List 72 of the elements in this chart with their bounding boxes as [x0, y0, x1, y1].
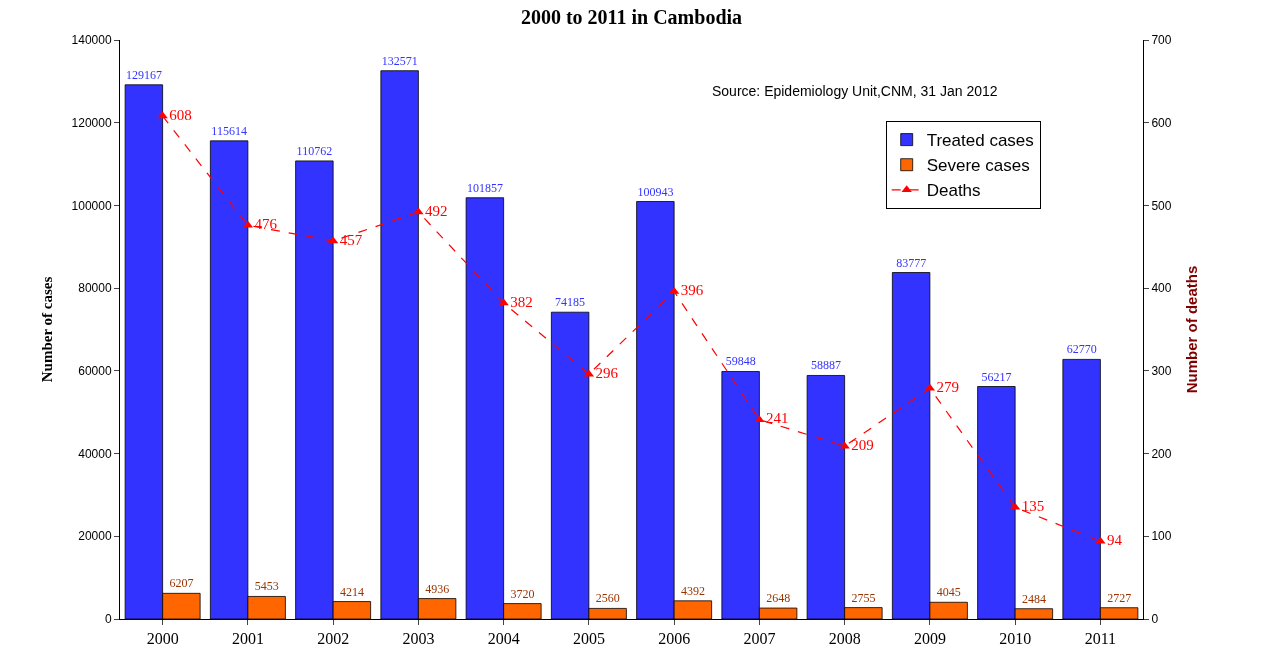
x-tick-label: 2006 — [658, 630, 691, 648]
data-label: 476 — [254, 216, 278, 233]
data-label: 2755 — [851, 590, 876, 605]
x-tick-label: 2002 — [317, 630, 350, 648]
y-tick-label: 20000 — [78, 529, 112, 544]
data-label: 457 — [339, 231, 363, 248]
data-label: 492 — [425, 202, 448, 219]
legend-label: Severe cases — [926, 156, 1030, 176]
y2-tick-label: 0 — [1151, 612, 1159, 627]
y2-tick-label: 100 — [1151, 529, 1172, 544]
data-label: 110762 — [296, 143, 333, 158]
x-tick-label: 2010 — [999, 630, 1032, 648]
y-tick-label: 80000 — [78, 281, 112, 296]
x-tick-label: 2008 — [828, 630, 861, 648]
y2-tick-label: 700 — [1151, 33, 1172, 48]
data-label: 115614 — [211, 123, 247, 138]
data-label: 2648 — [766, 591, 791, 606]
y-tick-label: 60000 — [78, 364, 112, 379]
y2-tick-label: 300 — [1151, 364, 1172, 379]
data-label: 74185 — [555, 295, 586, 310]
point — [1095, 536, 1106, 544]
x-tick-label: 2004 — [487, 630, 520, 648]
annotation: Source: Epidemiology Unit,CNM, 31 Jan 2012 — [712, 83, 998, 99]
data-label: 2560 — [595, 591, 620, 606]
y2-tick-label: 600 — [1151, 115, 1172, 130]
data-label: 209 — [851, 436, 874, 453]
data-label: 4045 — [936, 585, 961, 600]
legend-label: Treated cases — [926, 131, 1034, 151]
data-label: 132571 — [381, 53, 418, 68]
x-tick-label: 2000 — [146, 630, 179, 648]
x-tick-label: 2007 — [743, 630, 776, 648]
data-label: 2727 — [1107, 590, 1132, 605]
x-tick-label: 2009 — [913, 630, 946, 648]
data-label: 59848 — [725, 354, 756, 369]
legend-label: Deaths — [926, 181, 981, 201]
chart-title: 2000 to 2011 in Cambodia — [520, 5, 743, 28]
data-label: 56217 — [981, 369, 1012, 384]
data-label: 58887 — [810, 358, 841, 373]
y2-axis-title: Number of deaths — [1182, 265, 1200, 394]
data-label: 100943 — [637, 184, 674, 199]
data-label: 2484 — [1021, 591, 1046, 606]
data-label: 6207 — [169, 576, 194, 591]
data-label: 101857 — [466, 180, 503, 195]
data-label: 4936 — [425, 581, 450, 596]
data-label: 4214 — [339, 584, 364, 599]
data-label: 5453 — [254, 579, 279, 594]
y-tick-label: 120000 — [71, 115, 112, 130]
data-label: 396 — [680, 282, 704, 299]
y-axis-title: Number of cases — [38, 276, 55, 383]
data-label: 129167 — [125, 67, 162, 82]
y-tick-label: 40000 — [78, 446, 112, 461]
y-tick-label: 140000 — [71, 33, 112, 48]
data-label: 62770 — [1066, 342, 1097, 357]
data-label: 4392 — [680, 583, 705, 598]
data-label: 83777 — [896, 255, 927, 270]
data-label: 135 — [1021, 498, 1045, 515]
data-label: 296 — [595, 364, 619, 381]
y2-tick-label: 500 — [1151, 198, 1172, 213]
x-tick-label: 2005 — [572, 630, 605, 648]
x-tick-label: 2001 — [231, 630, 264, 648]
data-label: 241 — [766, 410, 789, 427]
data-label: 279 — [936, 378, 960, 395]
data-label: 382 — [510, 293, 533, 310]
y2-tick-label: 400 — [1151, 281, 1172, 296]
y-tick-label: 0 — [104, 612, 112, 627]
y-tick-label: 100000 — [71, 198, 112, 213]
data-label: 94 — [1107, 532, 1123, 548]
data-label: 3720 — [510, 586, 535, 601]
x-tick-label: 2003 — [402, 630, 435, 648]
x-tick-label: 2011 — [1084, 630, 1117, 648]
data-label: 608 — [169, 106, 192, 123]
y2-tick-label: 200 — [1151, 446, 1172, 461]
